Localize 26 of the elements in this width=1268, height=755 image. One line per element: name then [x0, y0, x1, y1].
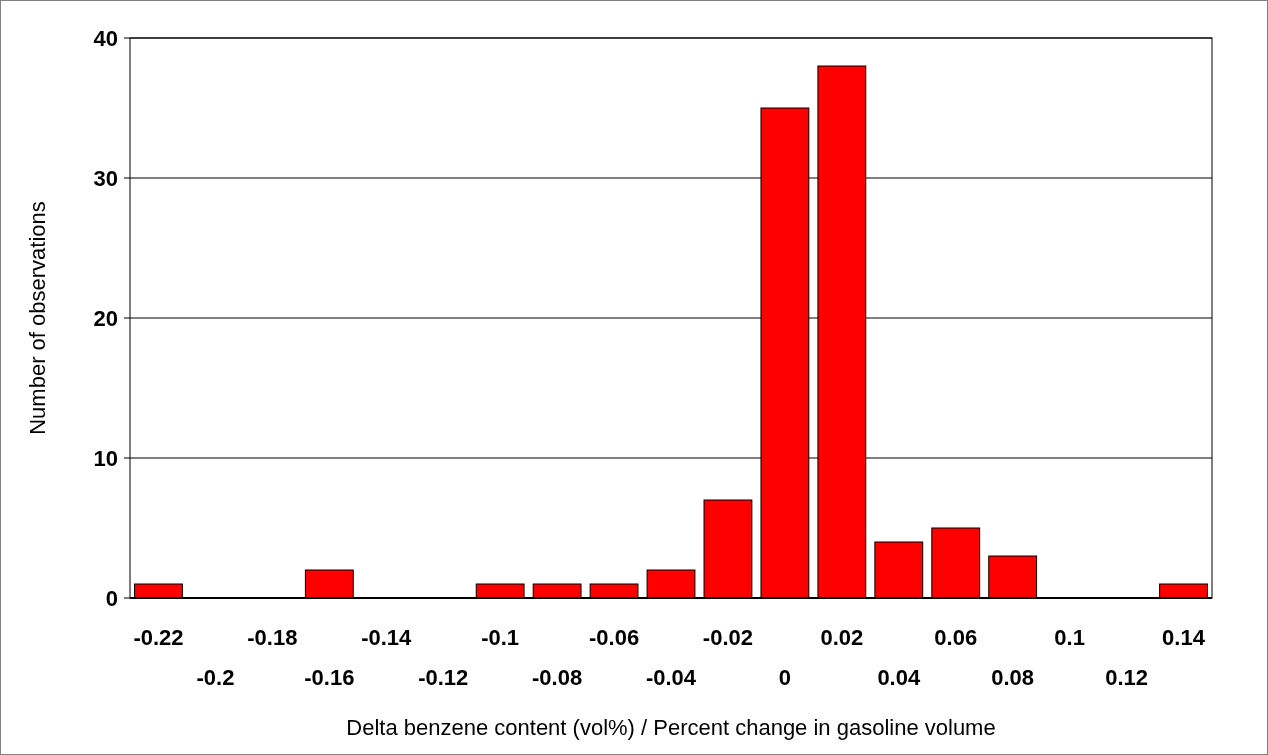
- x-tick-label: -0.02: [702, 625, 754, 650]
- x-tick-label: -0.2: [196, 665, 235, 690]
- x-tick-label: -0.18: [247, 625, 298, 650]
- x-tick-label: -0.08: [532, 665, 583, 690]
- y-tick-label: 30: [93, 165, 118, 191]
- x-tick-label: 0.04: [877, 665, 921, 690]
- x-tick-label: -0.14: [361, 625, 413, 650]
- x-axis-title: Delta benzene content (vol%) / Percent change in gasoline volume: [346, 715, 996, 740]
- x-tick-label: -0.22: [133, 625, 184, 650]
- x-tick-label: -0.12: [418, 665, 469, 690]
- x-tick-label: 0.1: [1054, 625, 1085, 650]
- x-tick-label: 0.12: [1105, 665, 1148, 690]
- x-tick-label: -0.04: [645, 665, 697, 690]
- x-tick-label: -0.1: [481, 625, 520, 650]
- x-tick-label: 0: [778, 665, 792, 690]
- x-tick-label: 0.02: [820, 625, 864, 650]
- x-tick-label: 0.06: [934, 625, 978, 650]
- x-tick-label: -0.06: [588, 625, 640, 650]
- y-tick-label: 10: [93, 445, 118, 471]
- y-axis-title: Number of observations: [25, 201, 50, 435]
- y-tick-label: 20: [93, 305, 118, 331]
- y-tick-label: 0: [105, 585, 118, 611]
- x-tick-label: 0.08: [991, 665, 1035, 690]
- x-tick-label: 0.14: [1162, 625, 1206, 650]
- y-tick-label: 40: [93, 25, 118, 51]
- x-tick-label: -0.16: [304, 665, 355, 690]
